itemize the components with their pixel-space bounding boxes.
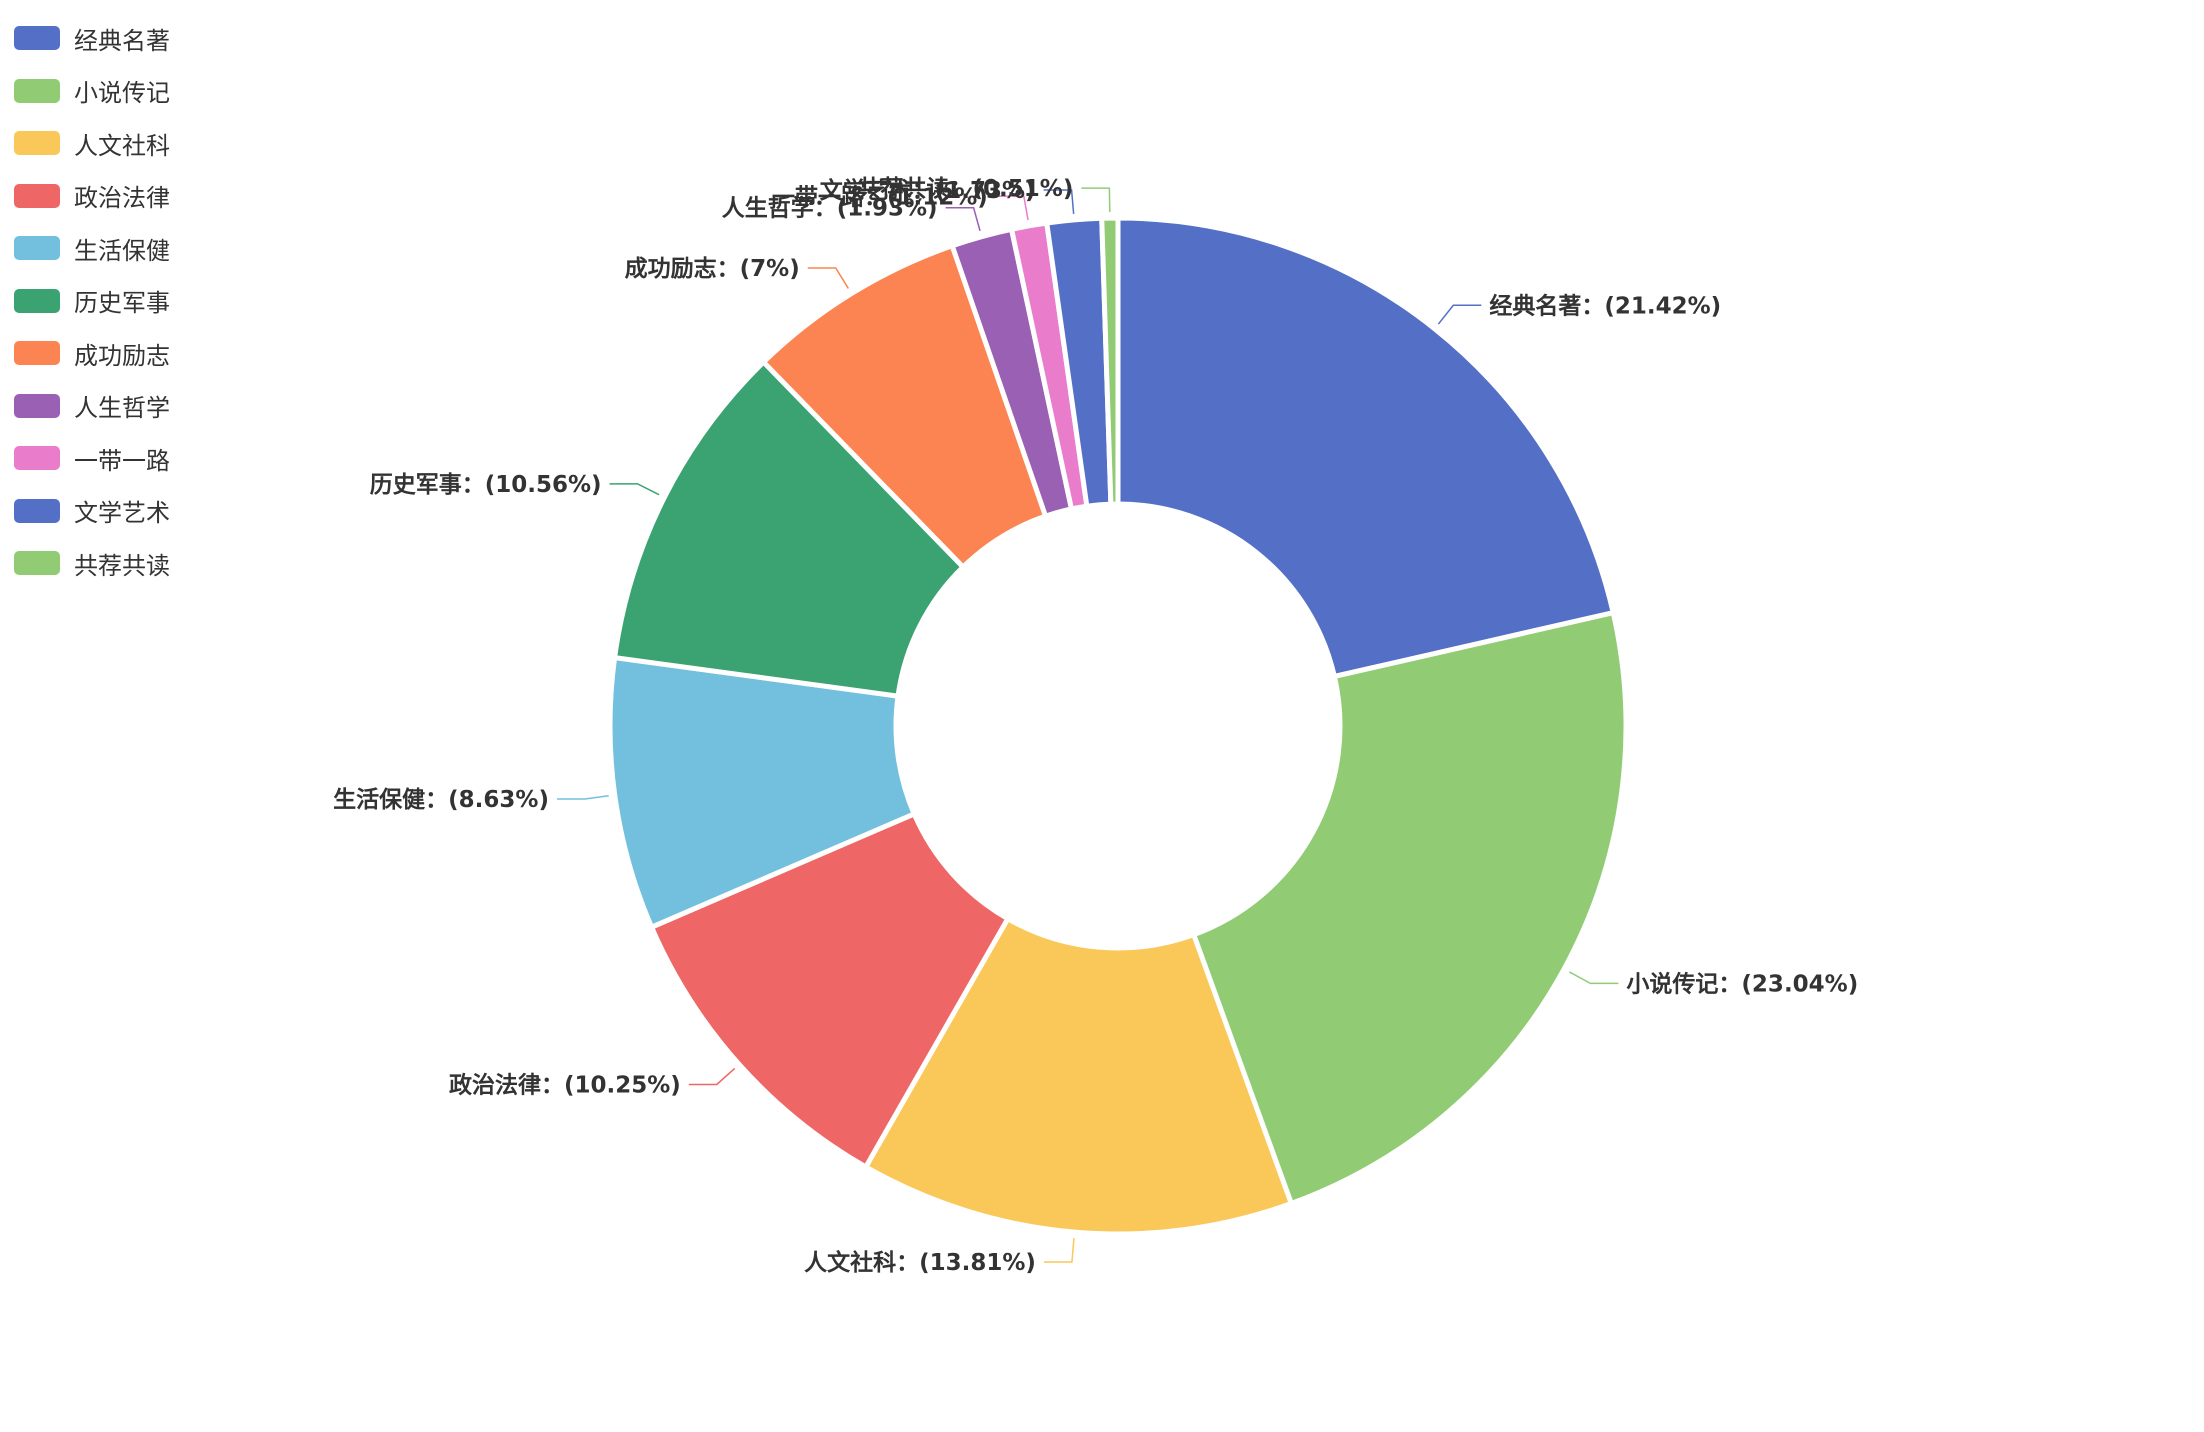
slice-label: 成功励志：(7%) — [625, 256, 800, 282]
legend-swatch — [14, 236, 60, 261]
legend-label: 生活保健 — [74, 236, 170, 265]
label-leader-line — [1043, 189, 1075, 214]
pie-slice[interactable] — [649, 811, 1011, 1170]
legend-label: 文学艺术 — [74, 499, 170, 528]
label-leader-line — [945, 206, 981, 232]
label-leader-line — [1043, 1238, 1075, 1263]
legend-item[interactable]: 一带一路 — [14, 432, 170, 485]
legend-swatch — [14, 131, 60, 156]
legend-swatch — [14, 341, 60, 366]
label-leader-line — [688, 1067, 736, 1086]
legend-label: 小说传记 — [74, 79, 170, 108]
label-leader-line — [995, 195, 1029, 221]
pie-slice[interactable] — [1191, 610, 1629, 1207]
legend-swatch — [14, 183, 60, 208]
slice-label: 一带一路：(1.12%) — [772, 183, 988, 210]
slice-label: 小说传记：(23.04%) — [1626, 970, 1858, 997]
slice-label: 历史军事：(10.56%) — [370, 472, 602, 498]
legend-swatch — [14, 551, 60, 576]
legend-item[interactable]: 生活保健 — [14, 222, 170, 275]
chart-legend: 经典名著小说传记人文社科政治法律生活保健历史军事成功励志人生哲学一带一路文学艺术… — [14, 12, 170, 590]
label-leader-line — [609, 483, 660, 496]
pie-slice[interactable] — [863, 916, 1294, 1237]
legend-item[interactable]: 文学艺术 — [14, 485, 170, 538]
legend-label: 共荐共读 — [74, 551, 170, 580]
slice-label: 人生哲学：(1.93%) — [722, 195, 938, 222]
pie-slice[interactable] — [1099, 215, 1121, 507]
legend-label: 历史军事 — [74, 289, 170, 318]
label-leader-line — [1081, 187, 1111, 213]
legend-swatch — [14, 446, 60, 471]
slice-label: 共荐共读：(0.51%) — [858, 176, 1074, 202]
legend-item[interactable]: 人生哲学 — [14, 380, 170, 433]
legend-label: 成功励志 — [74, 341, 170, 370]
legend-label: 一带一路 — [74, 446, 170, 475]
legend-label: 人文社科 — [74, 131, 170, 160]
legend-swatch — [14, 78, 60, 103]
legend-item[interactable]: 经典名著 — [14, 12, 170, 65]
label-leader-line — [1568, 971, 1619, 985]
legend-swatch — [14, 498, 60, 523]
legend-swatch — [14, 288, 60, 313]
legend-item[interactable]: 小说传记 — [14, 65, 170, 118]
legend-item[interactable]: 政治法律 — [14, 170, 170, 223]
label-leader-line — [807, 267, 849, 289]
legend-label: 人生哲学 — [74, 394, 170, 423]
legend-item[interactable]: 成功励志 — [14, 327, 170, 380]
label-leader-line — [556, 794, 609, 800]
slice-label: 政治法律：(10.25%) — [449, 1071, 681, 1098]
slice-label: 文学艺术：(1.73%) — [820, 177, 1036, 204]
legend-item[interactable]: 人文社科 — [14, 117, 170, 170]
legend-label: 政治法律 — [74, 184, 170, 213]
label-leader-line — [1437, 304, 1482, 325]
slice-label: 生活保健：(8.63%) — [333, 786, 549, 813]
pie-slice[interactable] — [612, 359, 966, 699]
slice-label: 经典名著：(21.42%) — [1489, 292, 1721, 319]
legend-item[interactable]: 历史军事 — [14, 275, 170, 328]
pie-slice[interactable] — [1115, 215, 1616, 679]
legend-swatch — [14, 26, 60, 51]
slice-label: 人文社科：(13.81%) — [804, 1249, 1036, 1276]
pie-slice[interactable] — [607, 655, 917, 930]
legend-swatch — [14, 393, 60, 418]
legend-item[interactable]: 共荐共读 — [14, 537, 170, 590]
legend-label: 经典名著 — [74, 26, 170, 55]
